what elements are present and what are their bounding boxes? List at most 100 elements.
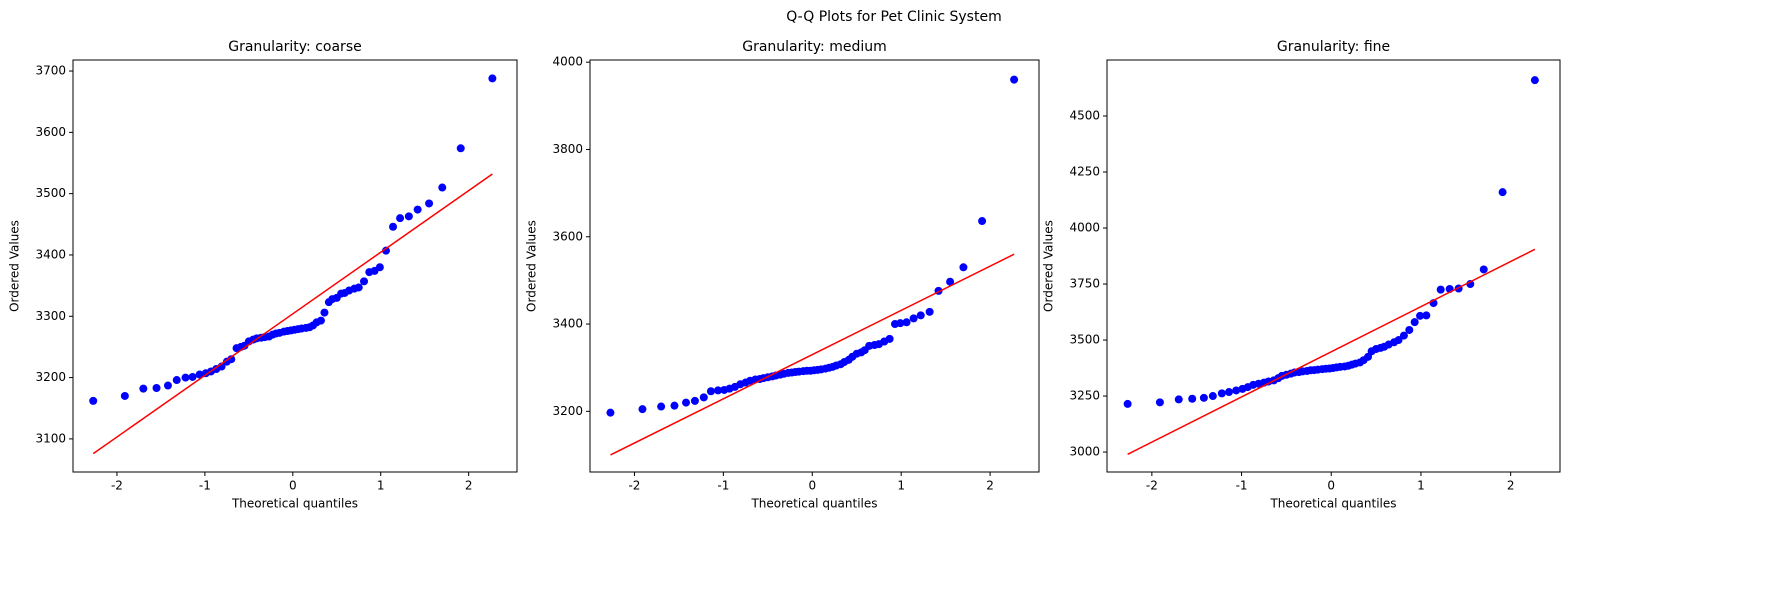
point [139, 384, 148, 393]
x-axis-label: Theoretical quantiles [231, 497, 358, 511]
point [1416, 311, 1425, 320]
y-axis-label: Ordered Values [8, 220, 22, 312]
x-tick-label: 1 [377, 479, 385, 493]
y-tick-label: 3300 [35, 309, 66, 323]
subplot-title: Granularity: fine [1277, 39, 1390, 55]
point [316, 316, 325, 325]
point [381, 246, 390, 255]
point [360, 277, 369, 286]
point [706, 387, 715, 396]
point [896, 319, 905, 328]
point [1188, 394, 1197, 403]
subplot: Granularity: fine Theoretical quantiles Or… [1042, 39, 1561, 511]
point [89, 396, 98, 405]
x-tick-label: -1 [199, 479, 211, 493]
y-axis-label: Ordered Values [525, 220, 539, 312]
point [657, 402, 666, 411]
y-tick-label: 4500 [1069, 109, 1100, 123]
point [181, 373, 190, 382]
x-tick-label: -1 [1236, 479, 1248, 493]
point [413, 205, 422, 214]
point [1224, 388, 1233, 397]
point [946, 277, 955, 286]
point [1436, 285, 1445, 294]
x-axis-label: Theoretical quantiles [750, 497, 877, 511]
y-tick-label: 3400 [35, 247, 66, 261]
y-tick-label: 4000 [1069, 221, 1100, 235]
point [1405, 325, 1414, 334]
point [1410, 318, 1419, 327]
point [396, 214, 405, 223]
point [354, 283, 363, 292]
x-tick-label: 2 [465, 479, 473, 493]
point [438, 183, 447, 192]
point [1199, 393, 1208, 402]
point [959, 263, 968, 272]
point [1530, 76, 1539, 85]
y-tick-label: 3200 [35, 370, 66, 384]
x-tick-label: 1 [897, 479, 905, 493]
y-tick-label: 3400 [552, 317, 583, 331]
point [1217, 389, 1226, 398]
y-tick-label: 3000 [1069, 445, 1100, 459]
x-tick-label: -2 [628, 479, 640, 493]
y-tick-label: 3500 [1069, 333, 1100, 347]
subplot: Granularity: coarse Theoretical quantiles… [8, 39, 518, 511]
point [925, 307, 934, 316]
fit-line [1127, 248, 1536, 455]
fit-line [92, 173, 493, 455]
point [456, 144, 465, 153]
point [1479, 265, 1488, 274]
point [172, 376, 181, 385]
y-tick-label: 3200 [552, 404, 583, 418]
y-axis-label: Ordered Values [1042, 220, 1056, 312]
axes-frame [589, 59, 1040, 473]
point [320, 308, 329, 317]
point [152, 384, 161, 393]
point [638, 405, 647, 414]
point [188, 372, 197, 381]
subplot-title: Granularity: coarse [228, 39, 361, 55]
point [163, 381, 172, 390]
y-tick-label: 3800 [552, 142, 583, 156]
x-tick-label: 1 [1417, 479, 1425, 493]
point [1174, 395, 1183, 404]
point [978, 217, 987, 226]
fit-line [610, 253, 1015, 456]
x-tick-label: -2 [1146, 479, 1158, 493]
point [699, 393, 708, 402]
point [690, 396, 699, 405]
x-tick-label: 2 [1507, 479, 1515, 493]
y-tick-label: 3700 [35, 64, 66, 78]
y-tick-label: 4000 [552, 55, 583, 69]
y-tick-label: 3600 [552, 229, 583, 243]
point [902, 318, 911, 327]
point [682, 398, 691, 407]
x-tick-label: 0 [808, 479, 816, 493]
axes-frame [1106, 59, 1561, 473]
figure-title: Q-Q Plots for Pet Clinic System [786, 9, 1001, 25]
point [885, 334, 894, 343]
point [1399, 331, 1408, 340]
axes-frame [72, 59, 518, 473]
point [1123, 399, 1132, 408]
point [120, 391, 129, 400]
point [227, 355, 236, 364]
x-tick-label: -1 [717, 479, 729, 493]
point [195, 370, 204, 379]
point [670, 401, 679, 410]
x-axis-label: Theoretical quantiles [1269, 497, 1396, 511]
x-tick-label: 2 [986, 479, 994, 493]
point [1208, 392, 1217, 401]
point [1394, 336, 1403, 345]
point [1232, 386, 1241, 395]
point [425, 199, 434, 208]
x-tick-label: -2 [111, 479, 123, 493]
point [606, 408, 615, 417]
point [909, 314, 918, 323]
subplot-title: Granularity: medium [742, 39, 887, 55]
point [1010, 75, 1019, 84]
point [375, 263, 384, 272]
